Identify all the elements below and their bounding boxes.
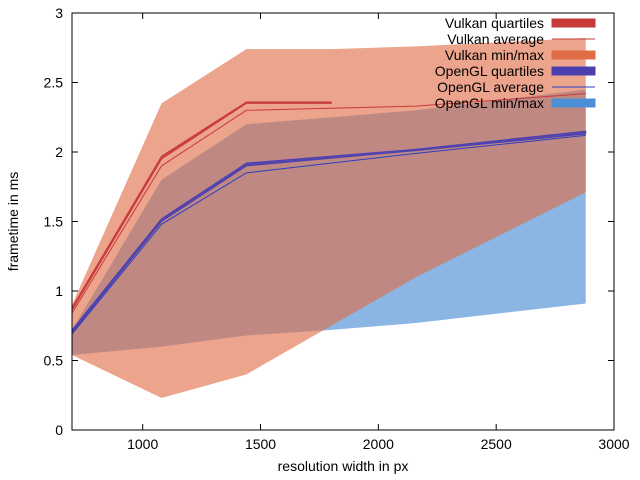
legend-swatch xyxy=(551,98,596,108)
y-tick-label: 1.5 xyxy=(44,214,64,230)
legend-label: Vulkan average xyxy=(447,31,544,47)
series-areas xyxy=(71,38,587,399)
x-axis-label: resolution width in px xyxy=(278,458,409,474)
y-tick-label: 0 xyxy=(55,422,63,438)
series-lines xyxy=(71,93,586,335)
legend-label: OpenGL quartiles xyxy=(435,63,544,79)
y-tick-label: 3 xyxy=(55,5,63,21)
x-tick-label: 2000 xyxy=(363,436,394,452)
band-vulkan-quartiles xyxy=(71,101,332,313)
x-tick-label: 2500 xyxy=(481,436,512,452)
legend-swatch xyxy=(551,50,596,60)
legend-label: Vulkan min/max xyxy=(445,47,544,63)
legend-label: OpenGL average xyxy=(437,79,544,95)
line-opengl-average xyxy=(71,134,586,335)
legend-swatch xyxy=(551,66,596,76)
y-axis-ticks: 0 0.5 1 1.5 2 2.5 3 xyxy=(44,5,614,438)
legend-item: OpenGL quartiles xyxy=(435,63,596,79)
x-tick-label: 1500 xyxy=(245,436,276,452)
legend-label: Vulkan quartiles xyxy=(445,15,544,31)
line-vulkan-average xyxy=(71,93,586,314)
y-tick-label: 0.5 xyxy=(44,353,64,369)
legend-swatch xyxy=(551,18,596,28)
y-tick-label: 1 xyxy=(55,283,63,299)
legend-label: OpenGL min/max xyxy=(435,95,544,111)
legend-item: OpenGL min/max xyxy=(435,95,596,111)
y-tick-label: 2 xyxy=(55,144,63,160)
y-axis-label: frametime in ms xyxy=(5,172,21,272)
legend-item: Vulkan quartiles xyxy=(445,15,596,31)
legend-item: Vulkan min/max xyxy=(445,47,596,63)
x-tick-label: 1000 xyxy=(127,436,158,452)
x-tick-label: 3000 xyxy=(598,436,629,452)
y-tick-label: 2.5 xyxy=(44,75,64,91)
band-opengl-quartiles xyxy=(71,130,587,335)
legend-item: Vulkan average xyxy=(447,31,595,47)
legend-item: OpenGL average xyxy=(437,79,595,95)
band-vulkan-min-max xyxy=(72,38,586,399)
x-axis-ticks: 1000 1500 2000 2500 3000 xyxy=(127,13,630,452)
